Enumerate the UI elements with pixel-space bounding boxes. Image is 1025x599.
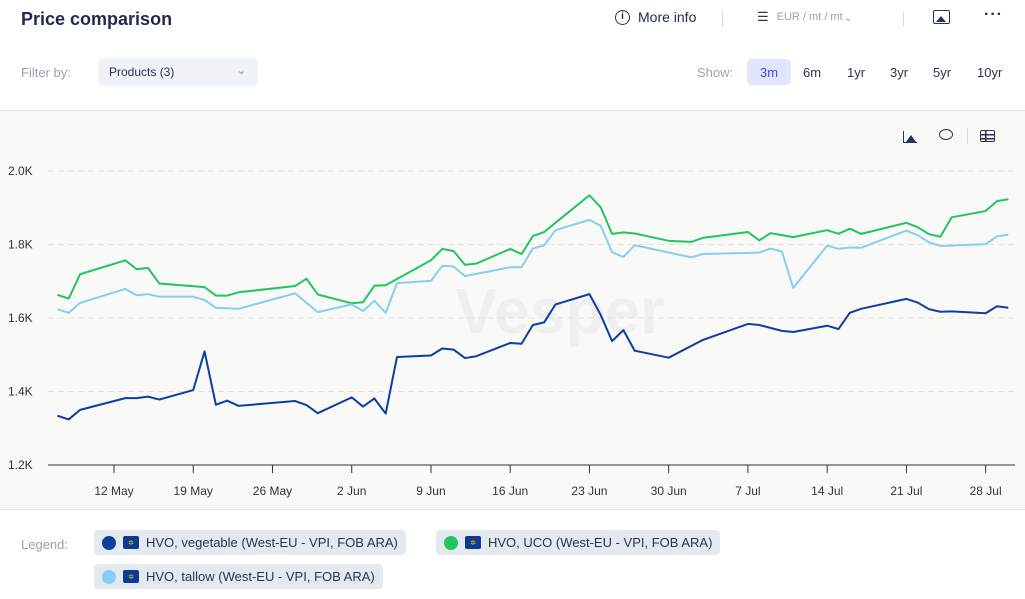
series-line [57,194,1009,305]
y-tick-label: 1.8K [8,238,33,252]
eu-flag-icon: ✲ [465,536,481,549]
show-label: Show: [697,65,734,80]
eu-flag-icon: ✲ [123,570,139,583]
x-tick-label: 16 Jun [492,484,528,498]
series-color-dot [444,535,458,550]
filter-label: Filter by: [21,65,71,80]
x-tick-label: 26 May [253,484,292,498]
comment-icon[interactable] [939,129,953,140]
info-icon: i [615,9,630,25]
x-tick-label: 30 Jun [651,484,687,498]
x-tick-label: 12 May [94,484,133,498]
y-tick-label: 1.2K [8,458,33,472]
chart-area [0,110,1025,510]
chevron-down-icon: ⌄ [236,65,246,77]
area-chart-icon[interactable] [903,128,917,143]
x-tick-label: 21 Jul [890,484,922,498]
legend-item-label: HVO, UCO (West-EU - VPI, FOB ARA) [488,535,713,550]
range-6m-button[interactable]: 6m [803,65,822,80]
range-10yr-button[interactable]: 10yr [977,65,1003,80]
legend-item-label: HVO, vegetable (West-EU - VPI, FOB ARA) [146,535,398,550]
filter-value: Products (3) [109,65,175,79]
series-line [57,218,1009,314]
x-tick-label: 23 Jun [571,484,607,498]
legend-item-vegetable[interactable]: ✲ HVO, vegetable (West-EU - VPI, FOB ARA… [94,530,406,555]
sliders-icon: ☰ [757,9,769,24]
legend-label: Legend: [21,537,68,552]
vesper-watermark: Vesper [455,275,665,347]
x-tick-label: 19 May [174,484,213,498]
unit-label: EUR / mt / mt [776,11,843,23]
legend-item-label: HVO, tallow (West-EU - VPI, FOB ARA) [146,569,375,584]
x-tick-label: 14 Jul [811,484,843,498]
page-title: Price comparison [21,9,173,29]
range-3yr-button[interactable]: 3yr [890,65,909,80]
more-info-button[interactable]: i More info [615,9,696,25]
unit-selector[interactable]: ☰ EUR / mt / mt ⌄ [757,9,853,25]
legend-item-uco[interactable]: ✲ HVO, UCO (West-EU - VPI, FOB ARA) [436,530,721,555]
series-color-dot [102,535,116,550]
x-tick-label: 28 Jul [970,484,1002,498]
chevron-down-icon: ⌄ [843,11,853,24]
x-tick-label: 2 Jun [337,484,366,498]
products-filter-select[interactable]: Products (3) ⌄ [98,58,258,86]
x-tick-label: 9 Jun [416,484,445,498]
x-tick-label: 7 Jul [735,484,760,498]
series-color-dot [102,569,116,584]
more-icon[interactable]: ··· [984,6,1003,23]
range-5yr-button[interactable]: 5yr [933,65,952,80]
range-3m-button[interactable]: 3m [747,59,791,85]
range-1yr-button[interactable]: 1yr [847,65,866,80]
series-line [57,293,1009,421]
image-icon[interactable] [933,10,950,24]
divider [903,11,904,27]
y-tick-label: 1.4K [8,385,33,399]
legend-item-tallow[interactable]: ✲ HVO, tallow (West-EU - VPI, FOB ARA) [94,564,383,589]
divider [967,128,968,144]
divider [722,11,723,27]
eu-flag-icon: ✲ [123,536,139,549]
y-tick-label: 1.6K [8,311,33,325]
table-icon[interactable] [980,130,995,142]
y-tick-label: 2.0K [8,164,33,178]
more-info-label: More info [638,9,697,25]
